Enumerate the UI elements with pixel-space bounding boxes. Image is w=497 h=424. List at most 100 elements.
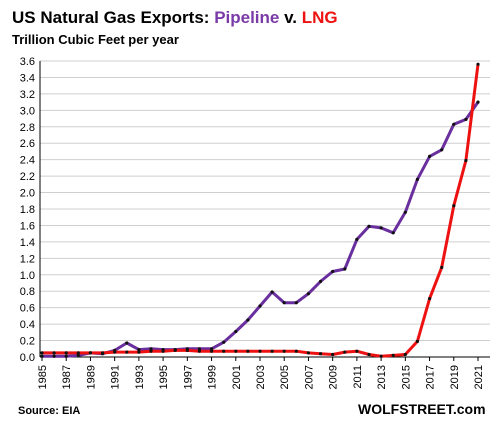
lng-point <box>294 349 298 353</box>
pipeline-point <box>306 292 310 296</box>
pipeline-point <box>476 100 480 104</box>
lng-point <box>197 349 201 353</box>
lng-point <box>222 349 226 353</box>
pipeline-point <box>197 347 201 351</box>
pipeline-point <box>331 269 335 274</box>
lng-point <box>391 353 395 357</box>
plot-area <box>40 62 480 358</box>
gridlines <box>40 60 490 358</box>
x-tick-label: 2005 <box>279 365 291 389</box>
lng-point <box>64 351 68 355</box>
y-tick-label: 2.8 <box>20 122 35 134</box>
pipeline-point <box>379 226 383 230</box>
y-tick-label: 1.0 <box>20 270 35 282</box>
lng-series-line <box>40 62 480 358</box>
lng-point <box>173 348 177 352</box>
y-tick-label: 0.6 <box>20 303 35 315</box>
lng-point <box>101 351 105 355</box>
x-tick-label: 2001 <box>231 365 243 389</box>
x-tick-label: 2021 <box>473 365 485 389</box>
y-tick-label: 1.4 <box>20 237 35 249</box>
title-sep: v. <box>284 8 297 27</box>
x-tick-label: 1999 <box>207 365 219 389</box>
lng-point <box>113 350 117 354</box>
lng-point <box>343 350 347 354</box>
pipeline-point <box>294 301 298 305</box>
pipeline-point <box>464 117 468 121</box>
source-note: Source: EIA <box>18 405 80 417</box>
x-tick-label: 2013 <box>376 365 388 389</box>
pipeline-point <box>222 340 226 344</box>
pipeline-point <box>391 231 395 235</box>
lng-point <box>306 351 310 355</box>
lng-point <box>319 352 323 356</box>
lng-point <box>52 351 56 355</box>
x-tick-label: 1989 <box>85 365 97 389</box>
x-tick-label: 1987 <box>61 365 73 389</box>
x-tick-label: 2015 <box>400 365 412 389</box>
pipeline-point <box>428 154 432 158</box>
lng-point <box>379 354 383 358</box>
x-tick-label: 1993 <box>134 365 146 389</box>
x-tick-label: 2011 <box>352 365 364 389</box>
pipeline-point <box>137 348 141 352</box>
x-tick-label: 1997 <box>182 365 194 389</box>
pipeline-point <box>258 304 262 308</box>
pipeline-point <box>234 329 238 334</box>
lng-point <box>331 352 335 357</box>
lng-point <box>367 352 371 357</box>
x-tick-label: 1995 <box>158 365 170 389</box>
pipeline-point <box>210 347 214 351</box>
pipeline-point <box>452 122 456 126</box>
y-tick-label: 3.0 <box>20 105 35 117</box>
lng-point <box>88 351 92 355</box>
pipeline-point <box>64 354 68 358</box>
lng-point <box>246 349 250 353</box>
pipeline-point <box>270 290 274 294</box>
lng-point <box>270 349 274 353</box>
lng-point <box>258 349 262 353</box>
title-lng: LNG <box>302 8 338 27</box>
y-tick-label: 2.6 <box>20 138 35 150</box>
pipeline-point <box>40 354 44 358</box>
y-tick-label: 0.0 <box>20 352 35 364</box>
y-tick-label: 1.8 <box>20 204 35 216</box>
lng-point <box>464 158 468 163</box>
pipeline-point <box>125 341 129 345</box>
lng-point <box>440 265 444 269</box>
title-prefix: US Natural Gas Exports: <box>12 8 209 27</box>
y-tick-label: 2.4 <box>20 155 35 167</box>
x-tick-label: 2009 <box>328 365 340 389</box>
x-tick-label: 2007 <box>303 365 315 389</box>
lng-point <box>185 348 189 352</box>
pipeline-point <box>282 301 286 305</box>
y-tick-label: 3.6 <box>20 56 35 68</box>
lng-point <box>161 349 165 353</box>
pipeline-point <box>403 210 407 214</box>
pipeline-point <box>76 353 80 357</box>
pipeline-point <box>52 354 56 358</box>
lng-point <box>282 349 286 353</box>
pipeline-point <box>149 347 153 351</box>
y-axis: 0.0 0.2 0.4 0.6 0.8 1.0 1.2 1.4 1.6 1.8 2.0 2.2 2.4 2… <box>20 56 41 364</box>
y-tick-label: 0.8 <box>20 286 35 298</box>
y-tick-label: 3.4 <box>20 72 35 84</box>
y-tick-label: 2.2 <box>20 171 35 183</box>
x-axis: 1985 1987 1989 1991 1993 1995 1997 1999 2001 2003… <box>37 356 490 389</box>
lng-point <box>415 339 419 343</box>
pipeline-series-line <box>40 100 480 358</box>
y-tick-label: 1.2 <box>20 253 35 265</box>
pipeline-point <box>367 224 371 228</box>
x-tick-label: 1985 <box>37 365 49 389</box>
lng-point <box>403 352 407 357</box>
lng-point <box>234 349 238 353</box>
lng-point <box>210 349 214 353</box>
y-tick-label: 3.2 <box>20 89 35 101</box>
pipeline-point <box>246 318 250 322</box>
lng-point <box>355 349 359 353</box>
pipeline-point <box>440 148 444 152</box>
y-tick-label: 2.0 <box>20 188 35 200</box>
x-tick-label: 2003 <box>255 365 267 389</box>
lng-point <box>428 297 432 301</box>
title-pipeline: Pipeline <box>214 8 279 27</box>
